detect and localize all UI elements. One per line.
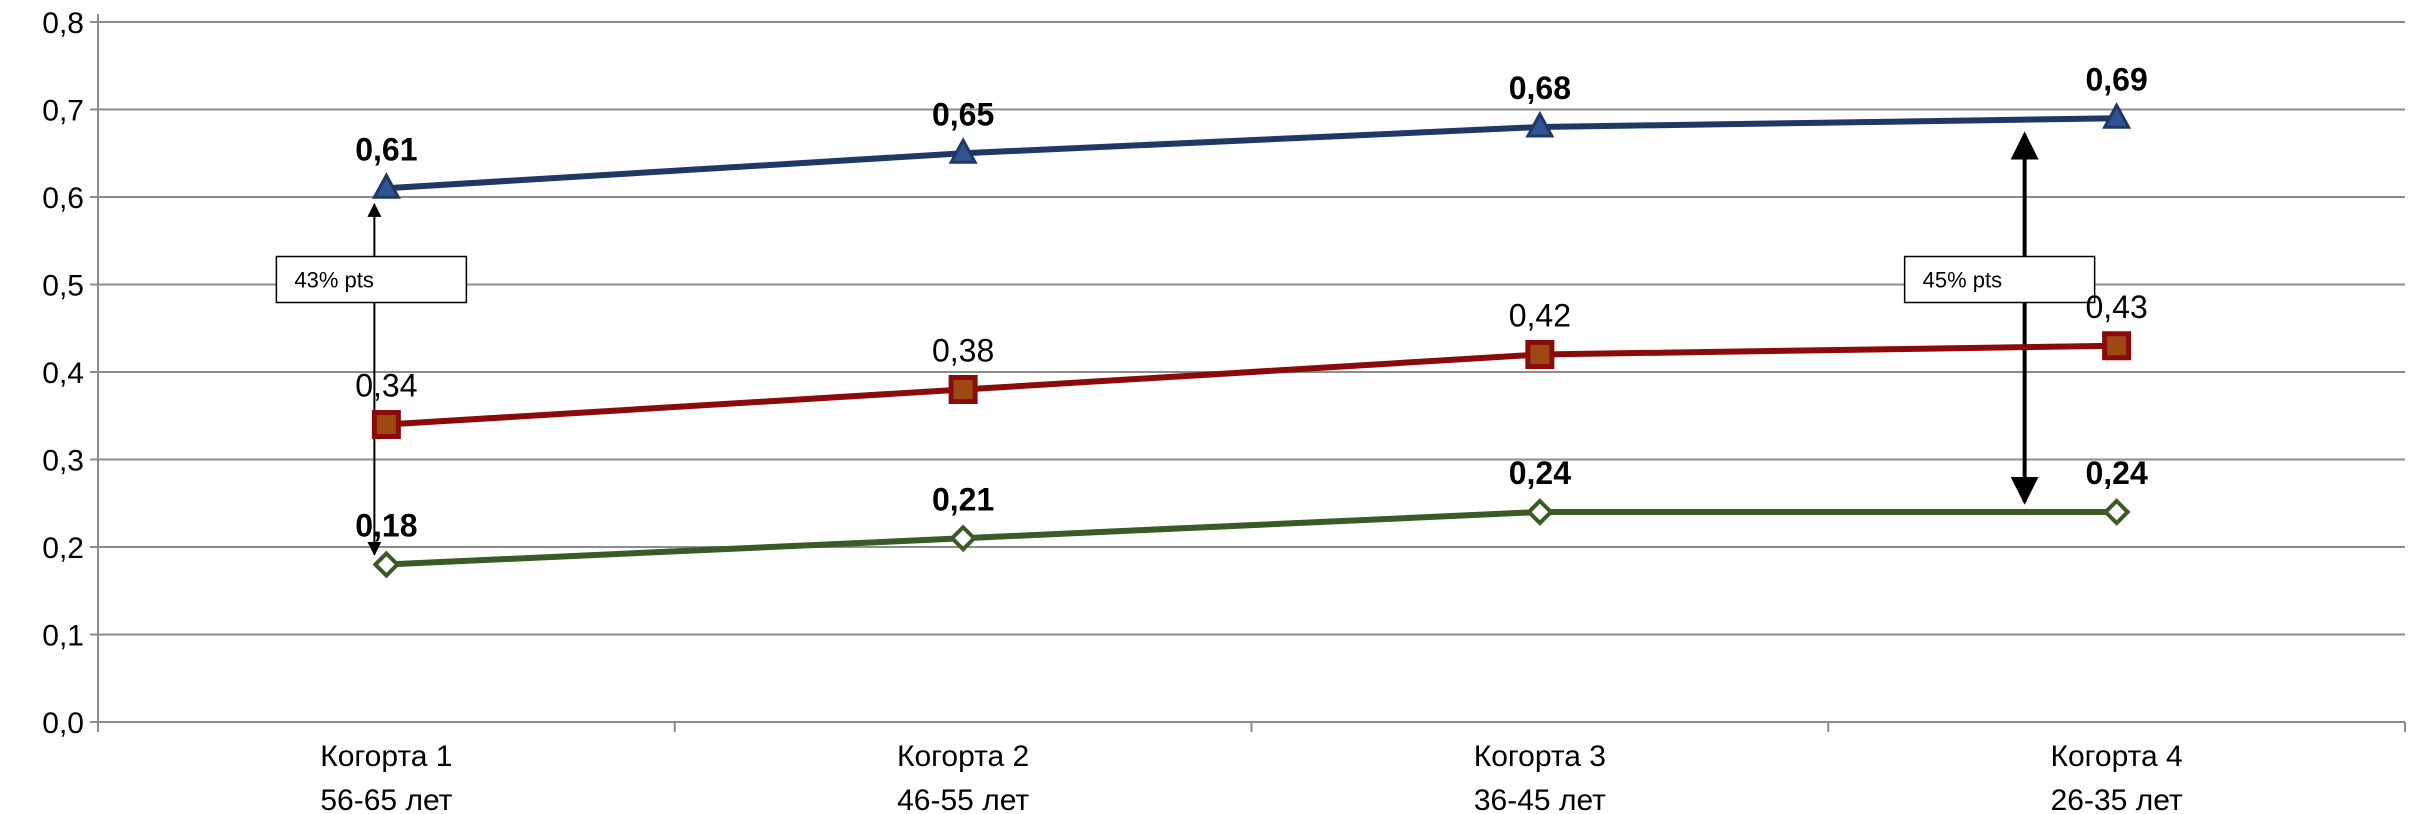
x-tick-label: Когорта 3	[1474, 740, 1606, 773]
data-label: 0,43	[2085, 289, 2147, 325]
y-tick-label: 0,8	[42, 7, 84, 40]
axes: 0,0 0,1 0,2 0,3 0,4 0,5 0,6 0,7 0,8 Когорта 1 56-6…	[42, 7, 2406, 814]
annotation-box	[1903, 255, 2096, 304]
data-label: 0,24	[1509, 455, 1571, 491]
x-tick-sublabel: 46-55 лет	[897, 784, 1029, 814]
data-labels: 0,61 0,65 0,68 0,69 0,34 0,38 0,42 0,43 0,18 0,21…	[355, 61, 2148, 543]
data-point	[948, 137, 978, 164]
data-point	[1526, 498, 1554, 526]
y-tick-label: 0,7	[42, 95, 84, 128]
data-point	[371, 410, 401, 439]
y-tick-label: 0,5	[42, 270, 84, 303]
y-tick-label: 0,3	[42, 445, 84, 478]
data-label: 0,34	[355, 368, 417, 404]
data-point	[2102, 102, 2132, 129]
series-line	[383, 509, 2120, 568]
annotations: 43% pts 45% pts	[275, 131, 2096, 556]
data-point	[2102, 331, 2132, 361]
data-label: 0,38	[932, 333, 994, 369]
y-tick-label: 0,6	[42, 182, 84, 215]
annotation-text: 43% pts	[294, 268, 374, 293]
data-label: 0,68	[1509, 70, 1571, 106]
x-tick-label: Когорта 2	[897, 740, 1029, 773]
x-tick-sublabel: 36-45 лет	[1474, 784, 1606, 814]
data-point	[371, 172, 401, 199]
series-line	[383, 342, 2120, 428]
data-label: 0,61	[355, 131, 417, 167]
x-tick-label: Когорта 4	[2050, 740, 2182, 773]
data-point	[949, 524, 977, 553]
data-point	[1525, 340, 1555, 369]
data-label: 0,65	[932, 96, 994, 132]
y-tick-label: 0,4	[42, 357, 84, 390]
series-lines	[371, 102, 2132, 579]
x-tick-sublabel: 26-35 лет	[2051, 784, 2183, 814]
annotation-text: 45% pts	[1923, 268, 2003, 293]
data-label: 0,42	[1509, 298, 1571, 334]
gridlines	[98, 21, 2405, 636]
y-tick-label: 0,2	[42, 532, 84, 565]
data-point	[372, 550, 401, 579]
x-tick-sublabel: 56-65 лет	[320, 784, 452, 814]
data-point	[948, 375, 978, 404]
y-tick-label: 0,0	[42, 707, 84, 740]
annotation-box	[275, 255, 468, 304]
data-point	[2102, 498, 2131, 526]
x-tick-label: Когорта 1	[320, 740, 452, 773]
y-tick-label: 0,1	[42, 620, 84, 653]
data-label: 0,24	[2085, 455, 2147, 491]
data-label: 0,21	[932, 481, 994, 517]
data-point	[1525, 110, 1555, 138]
series-line	[383, 115, 2120, 192]
data-label: 0,18	[355, 508, 417, 544]
data-label: 0,69	[2085, 61, 2147, 97]
